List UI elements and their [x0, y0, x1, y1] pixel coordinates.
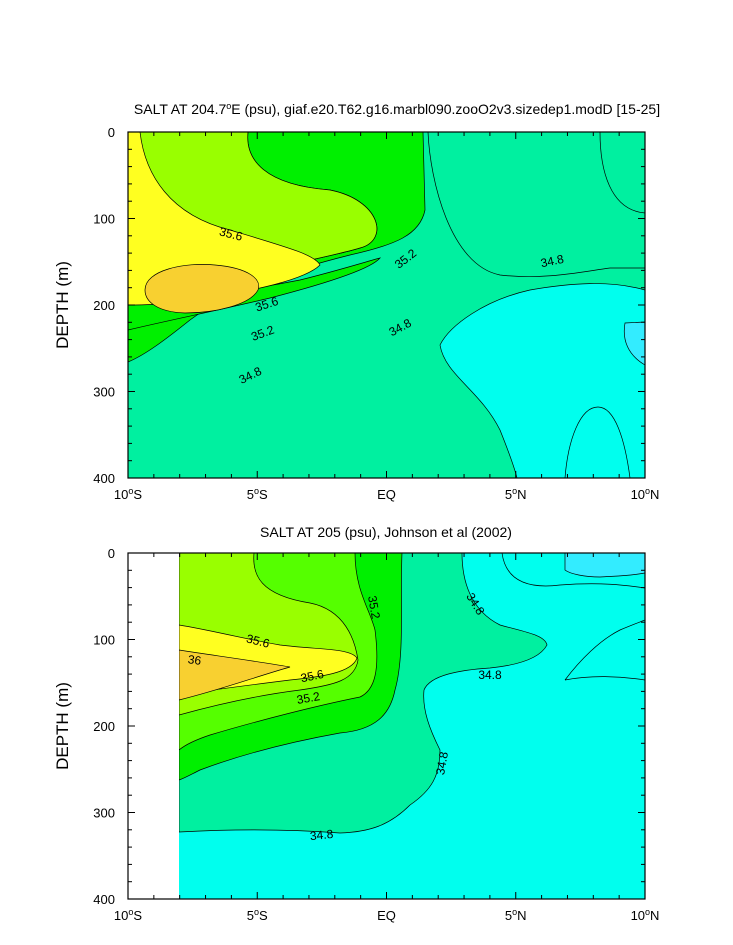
contour-label: 35.6 [218, 225, 244, 244]
y-tick-label: 200 [93, 298, 115, 313]
panel-observed: SALT AT 205 (psu), Johnson et al (2002) … [53, 524, 659, 923]
line-right-edge [599, 132, 645, 214]
x-tick-label: 5oN [505, 907, 527, 923]
panel-model: SALT AT 204.7oE (psu), giaf.e20.T62.g16.… [53, 101, 660, 502]
contour-label: 35.2 [296, 689, 322, 707]
contour-label: 34.8 [478, 668, 502, 682]
contour-label: 34.8 [433, 750, 451, 776]
x-tick-label: 5oN [505, 486, 527, 502]
x-tick-label: 10oN [631, 486, 660, 502]
line-bottom-loop [564, 406, 631, 478]
y-tick-label: 400 [93, 471, 115, 486]
contour-label: 34.8 [539, 252, 565, 271]
x-tick-label: 5oS [247, 907, 268, 923]
line-34.8-top-right [501, 553, 645, 589]
x-tick-label: 10oN [631, 907, 660, 923]
y-axis-title: DEPTH (m) [53, 682, 72, 770]
y-tick-label: 200 [93, 719, 115, 734]
panel2-contour-labels: 35.2 34.8 35.6 36 35.6 35.2 34.8 34.8 34… [187, 590, 502, 843]
contour-label: 35.6 [245, 632, 271, 651]
y-tick-label: 0 [108, 125, 115, 140]
y-tick-label: 300 [93, 806, 115, 821]
contour-label: 35.2 [365, 595, 383, 621]
x-tick-label: 10oS [114, 907, 142, 923]
fill-lightblue [564, 553, 645, 578]
panel1-contour-labels: 35.6 35.2 34.8 35.6 35.2 34.8 34.8 [218, 225, 565, 387]
line-34.8-upper [427, 132, 645, 277]
x-tick-label: EQ [377, 908, 396, 923]
fill-orange [179, 649, 291, 701]
contour-label: 35.6 [299, 667, 325, 686]
contour-label: 34.8 [309, 827, 334, 843]
panel2-title: SALT AT 205 (psu), Johnson et al (2002) [260, 524, 512, 540]
y-axis-title: DEPTH (m) [53, 261, 72, 349]
panel1-title: SALT AT 204.7oE (psu), giaf.e20.T62.g16.… [134, 101, 660, 117]
x-tick-label: 10oS [114, 486, 142, 502]
line-right-tongue [564, 619, 645, 681]
y-tick-label: 100 [93, 212, 115, 227]
y-tick-label: 100 [93, 633, 115, 648]
y-tick-label: 400 [93, 892, 115, 907]
fill-orange [144, 264, 260, 314]
x-tick-label: 5oS [247, 486, 268, 502]
y-tick-label: 0 [108, 546, 115, 561]
contour-label: 35.6 [253, 294, 280, 315]
contour-label: 36 [187, 652, 202, 668]
line-right-tongue-2 [564, 676, 645, 681]
y-tick-label: 300 [93, 385, 115, 400]
x-tick-label: EQ [377, 487, 396, 502]
